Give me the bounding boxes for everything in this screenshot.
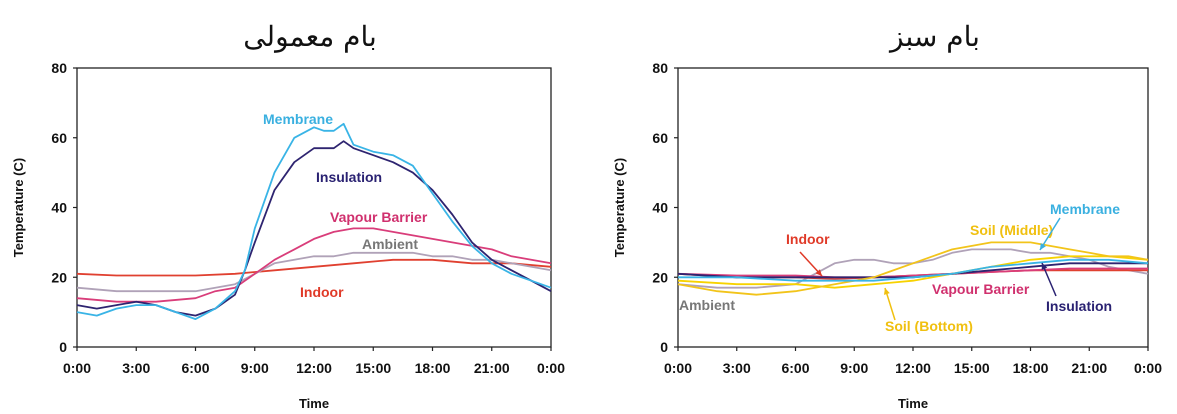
x-tick-label: 0:00	[1134, 360, 1162, 376]
x-tick-label: 15:00	[355, 360, 391, 376]
series-label: Ambient	[362, 236, 418, 252]
x-tick-label: 15:00	[954, 360, 990, 376]
series-group	[677, 241, 1149, 296]
x-tick-label: 3:00	[723, 360, 751, 376]
series-label: Vapour Barrier	[932, 281, 1030, 297]
series-label: Indoor	[300, 284, 344, 300]
y-tick-label: 60	[652, 130, 668, 146]
y-tick-label: 0	[59, 339, 67, 355]
x-tick-label: 12:00	[895, 360, 931, 376]
series-label: Membrane	[1050, 201, 1120, 217]
series-label: Vapour Barrier	[330, 209, 428, 225]
chart-title: بام معمولی	[243, 20, 377, 53]
x-tick-label: 18:00	[415, 360, 451, 376]
x-tick-label: 3:00	[122, 360, 150, 376]
series-line-indoor	[76, 258, 552, 277]
series-label: Membrane	[263, 111, 333, 127]
y-axis-title: Temperature (C)	[612, 158, 627, 257]
series-label: Soil (Bottom)	[885, 318, 973, 334]
y-tick-label: 0	[660, 339, 668, 355]
y-tick-label: 60	[51, 130, 67, 146]
series-label: Indoor	[786, 231, 830, 247]
series-line-membrane	[76, 122, 552, 321]
x-tick-label: 21:00	[1071, 360, 1107, 376]
x-tick-label: 6:00	[781, 360, 809, 376]
annotation-arrowhead	[1040, 243, 1046, 250]
series-label: Ambient	[679, 297, 735, 313]
series-line-ambient	[677, 248, 1149, 289]
x-tick-label: 9:00	[840, 360, 868, 376]
series-label: Soil (Middle)	[970, 222, 1053, 238]
x-tick-label: 9:00	[241, 360, 269, 376]
series-line-soil-bottom	[677, 255, 1149, 289]
x-tick-label: 0:00	[664, 360, 692, 376]
x-tick-label: 21:00	[474, 360, 510, 376]
x-tick-label: 12:00	[296, 360, 332, 376]
chart-1: بام معمولی 0 20 40 60 80 0:00 3:00 6:00 9:00 12:00…	[11, 20, 565, 411]
y-tick-label: 20	[51, 269, 67, 285]
x-tick-label: 0:00	[63, 360, 91, 376]
x-axis-title: Time	[299, 396, 329, 410]
y-tick-label: 40	[652, 200, 668, 216]
series-label: Insulation	[316, 169, 382, 185]
annotation-arrowhead	[883, 288, 890, 295]
y-tick-label: 80	[652, 60, 668, 76]
y-tick-label: 20	[652, 269, 668, 285]
annotation-arrowhead	[815, 269, 822, 276]
y-tick-label: 40	[51, 200, 67, 216]
annotation-arrowhead	[1041, 263, 1048, 270]
series-line-soil-middle	[677, 241, 1149, 296]
series-line-membrane	[678, 258, 1149, 282]
y-tick-label: 80	[51, 60, 67, 76]
series-line-vapour-barrier	[76, 227, 552, 303]
x-tick-label: 18:00	[1013, 360, 1049, 376]
x-tick-label: 6:00	[181, 360, 209, 376]
series-group	[76, 122, 552, 321]
series-label: Insulation	[1046, 298, 1112, 314]
series-line-ambient	[76, 251, 552, 293]
x-axis-title: Time	[898, 396, 928, 410]
chart-title: بام سبز	[888, 20, 980, 53]
y-axis-title: Temperature (C)	[11, 158, 26, 257]
x-tick-label: 0:00	[537, 360, 565, 376]
chart-2: بام سبز 0 20 40 60 80 0:00 3:00 6:00 9:00 12:00 15:…	[612, 20, 1162, 411]
